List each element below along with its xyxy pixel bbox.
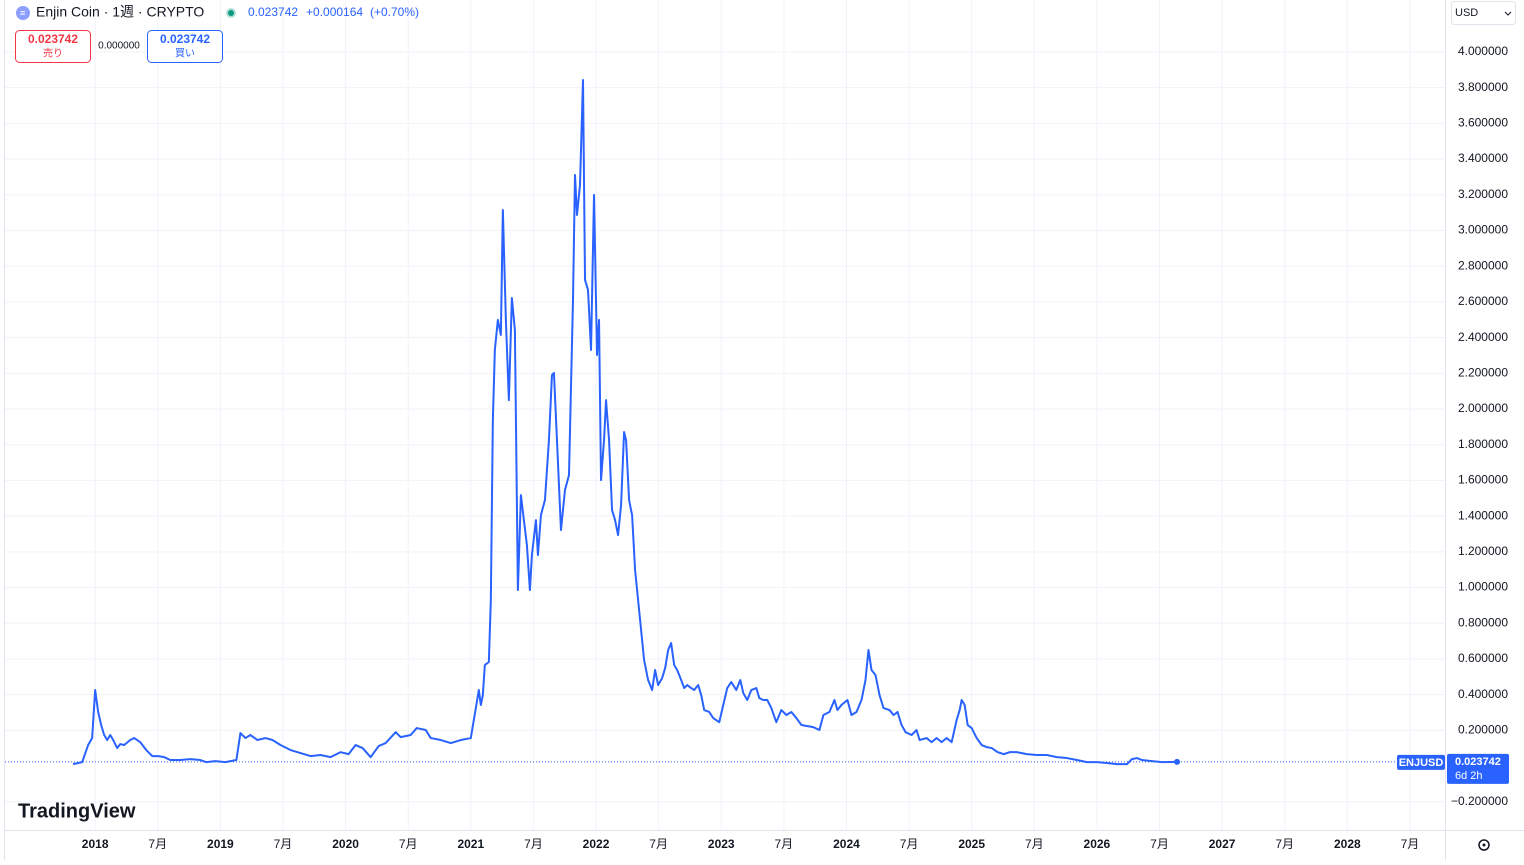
y-tick-label: 0.200000 xyxy=(1458,723,1508,737)
change: +0.000164 xyxy=(306,5,363,19)
x-tick-label: 7月 xyxy=(1401,837,1420,851)
currency-select[interactable] xyxy=(1451,1,1516,25)
x-tick-label: 7月 xyxy=(1275,837,1294,851)
countdown: 6d 2h xyxy=(1455,770,1483,782)
y-tick-label: 1.800000 xyxy=(1458,437,1508,451)
x-tick-label: 2028 xyxy=(1334,837,1361,851)
buy-price: 0.023742 xyxy=(160,32,210,46)
ticker: ENJUSD xyxy=(1399,757,1444,769)
buy-label: 買い xyxy=(175,48,195,60)
sell-price: 0.023742 xyxy=(28,32,78,46)
y-tick-label: 0.400000 xyxy=(1458,687,1508,701)
y-tick-label: 1.000000 xyxy=(1458,580,1508,594)
settings-icon-center xyxy=(1482,843,1486,847)
grid xyxy=(5,0,1445,830)
x-tick-label: 2027 xyxy=(1209,837,1236,851)
y-tick-label: 1.400000 xyxy=(1458,508,1508,522)
price-tag-value: 0.023742 xyxy=(1455,756,1501,768)
y-tick-label: 2.400000 xyxy=(1458,330,1508,344)
y-tick-label: 3.200000 xyxy=(1458,187,1508,201)
y-tick-label: 1.600000 xyxy=(1458,473,1508,487)
y-tick-label: 2.000000 xyxy=(1458,401,1508,415)
y-tick-label: 2.600000 xyxy=(1458,294,1508,308)
ticker-tag xyxy=(1397,754,1445,770)
sell-label: 売り xyxy=(43,47,63,60)
x-tick-label: 7月 xyxy=(148,837,167,851)
x-tick-label: 2026 xyxy=(1084,837,1111,851)
y-tick-label: 3.800000 xyxy=(1458,80,1508,94)
spread: 0.000000 xyxy=(98,41,140,52)
price: 0.023742 xyxy=(248,5,298,19)
settings-icon[interactable] xyxy=(1478,839,1490,851)
y-tick-label: 2.800000 xyxy=(1458,258,1508,272)
x-tick-label: 7月 xyxy=(274,837,293,851)
last-point xyxy=(1174,758,1181,765)
x-tick-label: 7月 xyxy=(900,837,919,851)
chevron xyxy=(1504,11,1512,16)
x-tick-label: 2022 xyxy=(583,837,610,851)
change-pct: (+0.70%) xyxy=(370,5,419,19)
x-tick-label: 2024 xyxy=(833,837,860,851)
y-tick-label: 2.200000 xyxy=(1458,365,1508,379)
y-tick-label: 4.000000 xyxy=(1458,44,1508,58)
coin-icon-glyph: ≡ xyxy=(20,8,25,18)
x-tick-label: 2023 xyxy=(708,837,735,851)
y-tick-label: −0.200000 xyxy=(1451,794,1508,808)
x-tick-label: 2021 xyxy=(457,837,484,851)
x-tick-label: 2025 xyxy=(958,837,985,851)
x-tick-label: 7月 xyxy=(399,837,418,851)
currency: USD xyxy=(1455,7,1478,19)
symbol: Enjin Coin · 1週 · CRYPTO xyxy=(36,4,204,20)
x-tick-label: 7月 xyxy=(1025,837,1044,851)
x-tick-label: 7月 xyxy=(775,837,794,851)
y-tick-label: 1.200000 xyxy=(1458,544,1508,558)
coin-icon xyxy=(16,6,30,20)
logo: TradingView xyxy=(18,800,136,822)
y-tick-label: 0.800000 xyxy=(1458,615,1508,629)
buy-button[interactable] xyxy=(147,30,223,63)
x-tick-label: 7月 xyxy=(649,837,668,851)
sell-button[interactable] xyxy=(15,30,91,63)
y-tick-label: 3.400000 xyxy=(1458,151,1508,165)
y-tick-label: 0.600000 xyxy=(1458,651,1508,665)
price-tag xyxy=(1447,753,1509,784)
y-tick-label: 3.600000 xyxy=(1458,116,1508,130)
x-tick-label: 2018 xyxy=(82,837,109,851)
x-tick-label: 2019 xyxy=(207,837,234,851)
plot xyxy=(5,78,1445,766)
x-tick-label: 2020 xyxy=(332,837,359,851)
x-tick-label: 7月 xyxy=(1150,837,1169,851)
x-tick-label: 7月 xyxy=(524,837,543,851)
price-line xyxy=(72,78,1178,766)
status-dot xyxy=(228,10,234,16)
y-tick-label: 3.000000 xyxy=(1458,223,1508,237)
